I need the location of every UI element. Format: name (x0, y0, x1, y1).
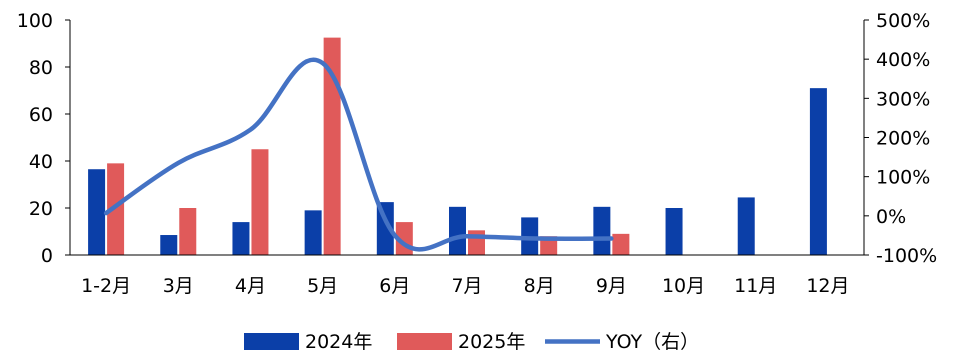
legend-label-yoy: YOY（右） (605, 331, 699, 353)
bar-2025-2 (251, 149, 269, 255)
y-left-tick-label-1: 20 (29, 198, 53, 220)
x-tick-label-3: 5月 (307, 275, 338, 297)
x-tick-label-1: 3月 (163, 275, 194, 297)
legend-label-2024: 2024年 (305, 331, 372, 353)
bar-2024-1 (160, 235, 178, 255)
bar-2024-3 (304, 210, 322, 255)
legend-swatch-2025 (397, 333, 452, 350)
legend-label-2025: 2025年 (458, 331, 525, 353)
y-right-tick-label-5: 400% (876, 49, 930, 71)
y-right-tick-label-1: 0% (876, 206, 906, 228)
bar-2025-1 (179, 208, 197, 255)
bar-2024-2 (232, 222, 250, 255)
bar-2025-3 (323, 37, 341, 255)
y-left-tick-label-3: 60 (29, 104, 53, 126)
y-left-tick-label-0: 0 (41, 245, 53, 267)
bar-2024-8 (665, 208, 683, 255)
bar-2024-9 (737, 197, 755, 255)
x-tick-labels: 1-2月 3月 4月 5月 6月 7月 8月 9月 10月 11月 12月 (81, 275, 849, 297)
bar-2024-5 (449, 206, 466, 255)
y-right-tick-label-0: -100% (876, 245, 937, 267)
y-right-tick-label-3: 200% (876, 128, 930, 150)
x-tick-label-6: 8月 (524, 275, 555, 297)
legend: 2024年 2025年 YOY（右） (244, 331, 699, 353)
x-tick-label-5: 7月 (451, 275, 482, 297)
bar-2024-7 (593, 206, 611, 255)
x-tick-label-0: 1-2月 (81, 275, 131, 297)
bars-2024 (88, 88, 827, 256)
x-tick-label-10: 12月 (806, 275, 849, 297)
y-left-tick-label-2: 40 (29, 151, 53, 173)
legend-swatch-2024 (244, 333, 299, 350)
x-tick-label-7: 9月 (596, 275, 627, 297)
bar-2024-10 (809, 88, 827, 256)
x-tick-label-8: 10月 (662, 275, 705, 297)
y-right-tick-label-2: 100% (876, 167, 930, 189)
y-left-tick-labels: 0 20 40 60 80 100 (17, 10, 70, 267)
x-tick-label-4: 6月 (379, 275, 410, 297)
y-right-tick-label-4: 300% (876, 88, 930, 110)
yoy-line (103, 57, 614, 252)
y-left-tick-label-5: 100 (17, 10, 53, 32)
x-tick-label-9: 11月 (734, 275, 777, 297)
bar-2025-0 (107, 163, 125, 255)
bar-2025-5 (468, 230, 485, 255)
bar-2024-0 (88, 169, 106, 255)
y-right-tick-labels: -100% 0% 100% 200% 300% 400% 500% (864, 10, 937, 267)
bar-2025-7 (612, 233, 630, 255)
y-left-tick-label-4: 80 (29, 57, 53, 79)
bars-2025 (107, 37, 630, 255)
x-tick-label-2: 4月 (235, 275, 266, 297)
y-right-tick-label-6: 500% (876, 10, 930, 32)
